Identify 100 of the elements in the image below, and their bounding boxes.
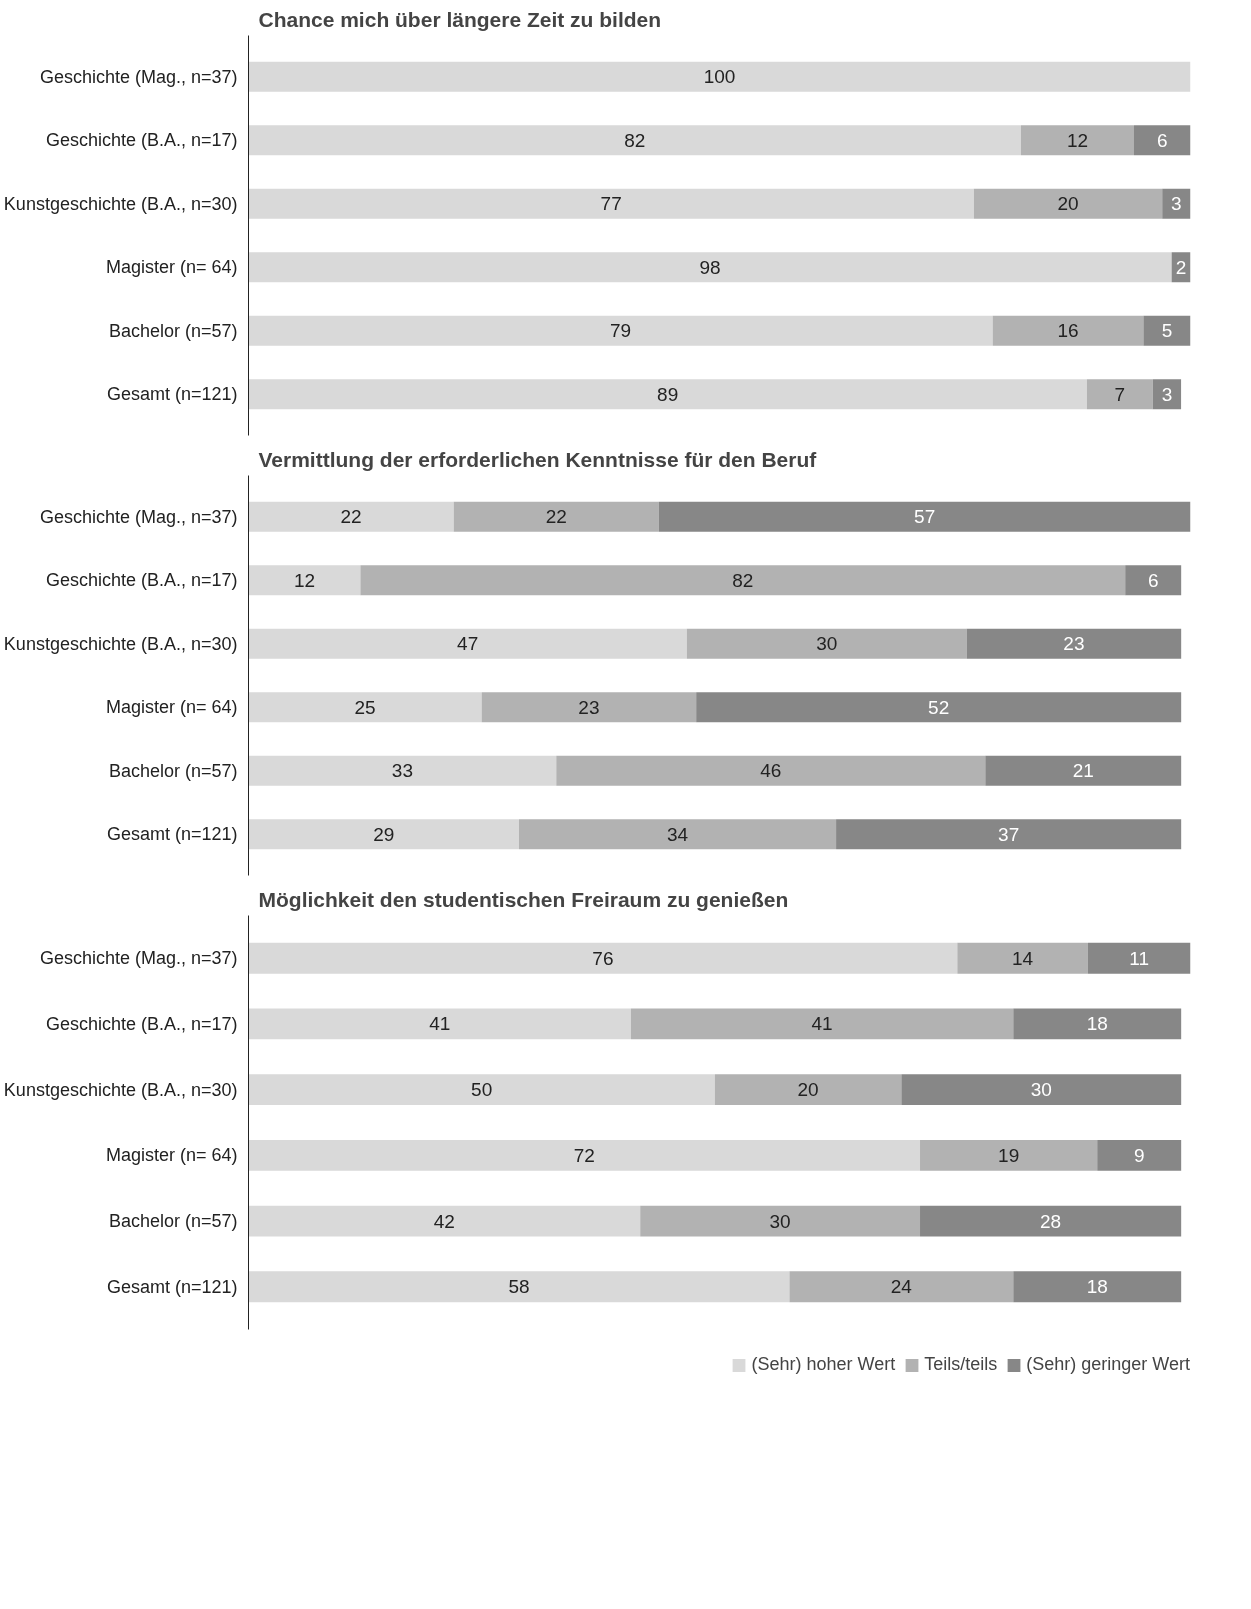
y-tick-label: Geschichte (B.A., n=17) — [45, 570, 238, 591]
data-label: 82 — [624, 129, 646, 151]
bar — [1087, 942, 1191, 974]
data-label: 52 — [928, 696, 950, 718]
chart-title: Vermittlung der erforderlichen Kenntnisse für den Beruf — [258, 447, 818, 471]
y-tick-label: Geschichte (Mag., n=37) — [39, 506, 238, 527]
y-tick-label: Magister (n= 64) — [105, 257, 238, 278]
data-label: 22 — [545, 506, 567, 528]
y-tick-label: Kunstgeschichte (B.A., n=30) — [3, 1079, 238, 1100]
data-label: 98 — [699, 256, 721, 278]
bar — [248, 1205, 641, 1237]
chart-title: Chance mich über längere Zeit zu bilden — [258, 7, 662, 31]
y-tick-label: Bachelor (n=57) — [108, 320, 238, 341]
y-tick-label: Gesamt (n=121) — [106, 824, 238, 845]
bar — [248, 501, 454, 532]
bar — [481, 692, 697, 723]
bar — [957, 942, 1088, 974]
data-label: 18 — [1086, 1276, 1108, 1298]
bar — [658, 501, 1191, 532]
data-label: 3 — [1161, 383, 1173, 405]
bar — [248, 1139, 921, 1171]
data-label: 22 — [340, 506, 362, 528]
y-tick-label: Bachelor (n=57) — [108, 1211, 238, 1232]
bar — [1133, 125, 1191, 156]
y-tick-label: Magister (n= 64) — [105, 1145, 238, 1166]
bar — [920, 1205, 1182, 1237]
bar — [248, 315, 993, 346]
y-tick-label: Kunstgeschichte (B.A., n=30) — [3, 633, 238, 654]
data-label: 41 — [811, 1013, 833, 1035]
y-tick-label: Kunstgeschichte (B.A., n=30) — [3, 193, 238, 214]
bar — [248, 819, 519, 850]
data-label: 50 — [471, 1079, 493, 1101]
data-label: 77 — [600, 193, 622, 215]
bar — [248, 692, 482, 723]
legend-label: (Sehr) geringer Wert — [1026, 1354, 1190, 1375]
bar — [714, 1074, 902, 1106]
bar — [686, 628, 967, 659]
bar — [1086, 379, 1153, 410]
bar — [248, 1074, 715, 1106]
bar — [248, 1008, 631, 1040]
data-label: 37 — [998, 823, 1020, 845]
data-label: 33 — [391, 760, 413, 782]
data-label: 20 — [797, 1079, 819, 1101]
data-label: 19 — [998, 1144, 1020, 1166]
y-tick-label: Gesamt (n=121) — [106, 1276, 238, 1297]
bar — [966, 628, 1182, 659]
legend-label: Teils/teils — [924, 1354, 998, 1375]
bar — [248, 1271, 790, 1303]
data-label: 42 — [433, 1210, 455, 1232]
bar — [360, 565, 1126, 596]
chart-title: Möglichkeit den studentischen Freiraum zu genießen — [258, 887, 789, 911]
data-label: 79 — [610, 320, 632, 342]
data-label: 7 — [1114, 383, 1126, 405]
bar — [453, 501, 659, 532]
y-tick-label: Geschichte (Mag., n=37) — [39, 66, 238, 87]
data-label: 6 — [1147, 569, 1159, 591]
bar — [1143, 315, 1191, 346]
bar — [248, 565, 361, 596]
data-label: 25 — [354, 696, 376, 718]
bar — [1013, 1271, 1182, 1303]
y-tick-label: Geschichte (B.A., n=17) — [45, 1013, 238, 1034]
data-label: 24 — [890, 1276, 913, 1298]
bar — [630, 1008, 1014, 1040]
y-tick-label: Bachelor (n=57) — [108, 760, 238, 781]
data-label: 30 — [769, 1210, 791, 1232]
data-label: 14 — [1012, 947, 1034, 969]
data-label: 76 — [592, 947, 614, 969]
y-tick-label: Geschichte (B.A., n=17) — [45, 130, 238, 151]
bar — [973, 188, 1163, 219]
bar — [1097, 1139, 1182, 1171]
data-label: 5 — [1161, 320, 1173, 342]
data-label: 12 — [293, 569, 316, 591]
bar — [1162, 188, 1191, 219]
bar — [992, 315, 1144, 346]
data-label: 30 — [816, 633, 838, 655]
data-label: 46 — [760, 760, 782, 782]
bar — [696, 692, 1182, 723]
data-label: 12 — [1066, 129, 1089, 151]
data-label: 28 — [1040, 1210, 1062, 1232]
y-tick-label: Magister (n= 64) — [105, 697, 238, 718]
bar — [248, 755, 557, 786]
data-label: 2 — [1175, 256, 1187, 278]
bar — [836, 819, 1182, 850]
data-label: 11 — [1129, 947, 1150, 969]
bar — [248, 61, 1191, 92]
legend-label: (Sehr) hoher Wert — [751, 1354, 896, 1375]
y-tick-label: Geschichte (Mag., n=37) — [39, 948, 238, 969]
data-label: 21 — [1072, 760, 1094, 782]
data-label: 29 — [373, 823, 395, 845]
data-label: 89 — [657, 383, 679, 405]
bar — [248, 188, 974, 219]
bar — [248, 379, 1087, 410]
data-label: 100 — [703, 66, 736, 88]
bar — [1125, 565, 1182, 596]
bar — [920, 1139, 1098, 1171]
data-label: 6 — [1156, 129, 1168, 151]
bar — [985, 755, 1182, 786]
data-label: 23 — [1063, 633, 1085, 655]
y-tick-label: Gesamt (n=121) — [106, 384, 238, 405]
data-label: 72 — [573, 1144, 595, 1166]
